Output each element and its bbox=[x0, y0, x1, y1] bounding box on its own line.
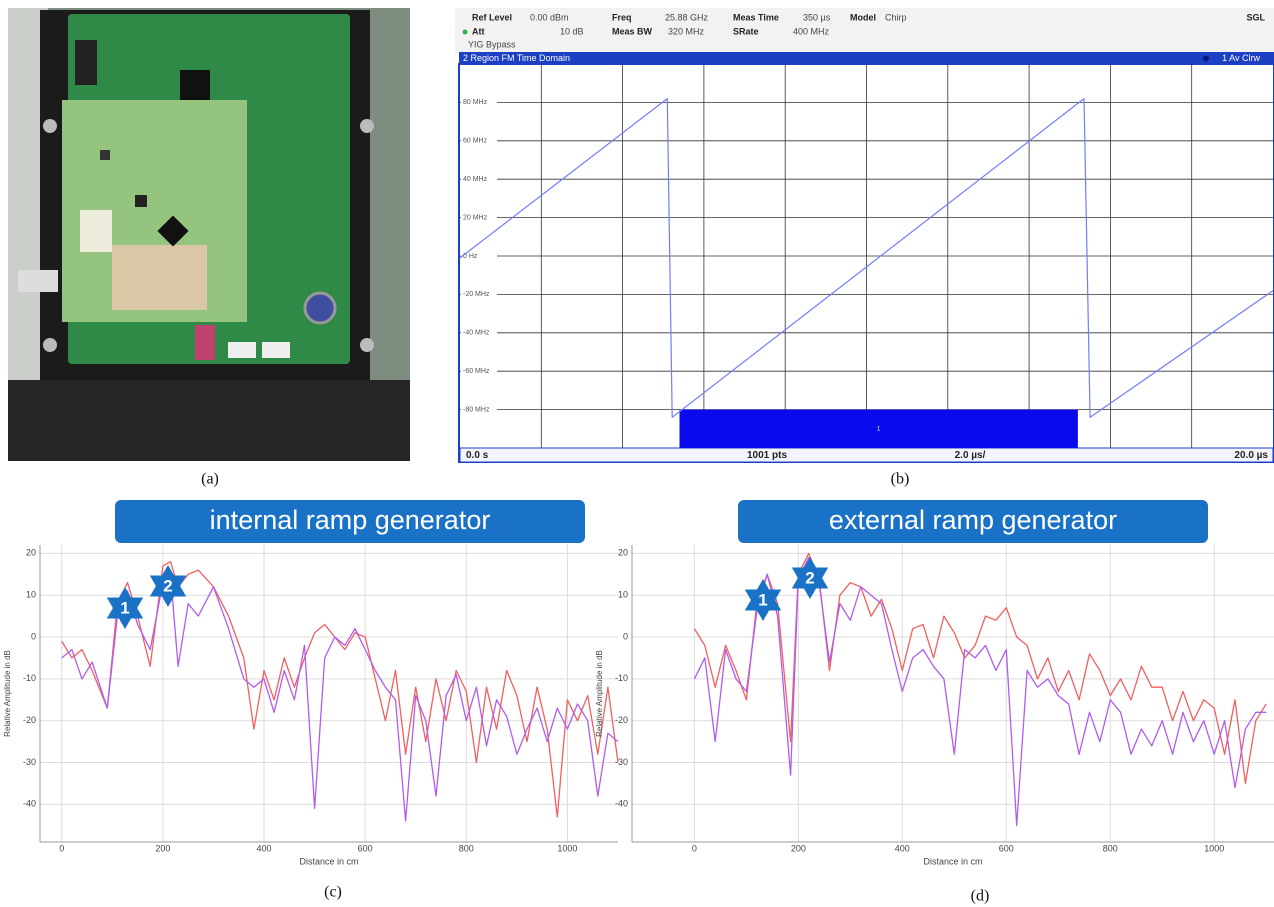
header-label: SRate bbox=[733, 26, 759, 36]
x-tick-label: 800 bbox=[459, 843, 474, 853]
header-mode: SGL bbox=[1246, 12, 1265, 22]
y-tick-label: -30 bbox=[23, 757, 36, 767]
y-tick-label: 10 bbox=[26, 590, 36, 600]
y-tick-label: 60 MHz bbox=[463, 138, 488, 145]
series-line bbox=[694, 553, 1266, 783]
y-tick-label: -60 MHz bbox=[463, 368, 490, 375]
x-tick-label: 200 bbox=[155, 843, 170, 853]
y-tick-label: 0 bbox=[623, 631, 628, 641]
chart-title: 2 Region FM Time Domain bbox=[463, 53, 570, 63]
header-label: Model bbox=[850, 12, 876, 22]
y-axis-label: Relative Amplitude in dB bbox=[595, 650, 604, 737]
y-tick-label: -20 bbox=[23, 715, 36, 725]
y-tick-label: 40 MHz bbox=[463, 176, 488, 183]
y-tick-label: 20 bbox=[26, 548, 36, 558]
header-label: Freq bbox=[612, 12, 632, 22]
marker-label: 2 bbox=[805, 568, 814, 587]
x-axis-label: Distance in cm bbox=[923, 856, 982, 866]
caption: (c) bbox=[324, 884, 342, 901]
y-tick-label: 20 bbox=[618, 548, 628, 558]
y-tick-label: -30 bbox=[615, 757, 628, 767]
y-tick-label: -20 bbox=[615, 715, 628, 725]
header-label: Meas BW bbox=[612, 26, 653, 36]
status-bar bbox=[460, 448, 1273, 462]
x-tick-label: 1000 bbox=[1204, 843, 1224, 853]
header-label: Ref Level bbox=[472, 12, 512, 22]
y-tick-label: 80 MHz bbox=[463, 99, 488, 106]
y-tick-label: -40 bbox=[23, 799, 36, 809]
x-tick-label: 800 bbox=[1103, 843, 1118, 853]
header-value: 320 MHz bbox=[668, 26, 705, 36]
figure: (a) Ref Level 0.00 dBm Freq 25.88 GHz Me… bbox=[0, 0, 1274, 907]
analyzer-header: Ref Level 0.00 dBm Freq 25.88 GHz Meas T… bbox=[455, 8, 1274, 54]
y-tick-label: -40 MHz bbox=[463, 330, 490, 337]
y-tick-label: 10 bbox=[618, 590, 628, 600]
trace-label: 1 Av Clrw bbox=[1222, 53, 1260, 63]
marker-label: 1 bbox=[120, 598, 129, 617]
x-axis-label: Distance in cm bbox=[299, 856, 358, 866]
x-tick-label: 0 bbox=[692, 843, 697, 853]
x-tick-label: 200 bbox=[791, 843, 806, 853]
marker-label: 2 bbox=[163, 576, 172, 595]
y-tick-label: -20 MHz bbox=[463, 291, 490, 298]
header-value: 25.88 GHz bbox=[665, 12, 709, 22]
marker-label: 1 bbox=[758, 590, 767, 609]
series-line bbox=[62, 562, 618, 817]
x-label: 1001 pts bbox=[747, 450, 787, 461]
x-tick-label: 600 bbox=[358, 843, 373, 853]
caption: (d) bbox=[971, 888, 990, 905]
header-label: Att bbox=[472, 26, 485, 36]
y-tick-label: 20 MHz bbox=[463, 214, 488, 221]
series-line bbox=[694, 558, 1266, 826]
title-bar bbox=[459, 52, 1274, 64]
x-tick-label: 400 bbox=[895, 843, 910, 853]
y-tick-label: -80 MHz bbox=[463, 406, 490, 413]
y-tick-label: 0 bbox=[31, 631, 36, 641]
x-label: 0.0 s bbox=[466, 450, 489, 461]
x-tick-label: 1000 bbox=[557, 843, 577, 853]
header-value: Chirp bbox=[885, 12, 907, 22]
y-tick-label: -10 bbox=[615, 673, 628, 683]
header-value: 10 dB bbox=[560, 26, 584, 36]
x-tick-label: 600 bbox=[999, 843, 1014, 853]
y-axis-label: Relative Amplitude in dB bbox=[3, 650, 12, 737]
x-label: 2.0 µs/ bbox=[955, 450, 986, 461]
x-tick-label: 0 bbox=[59, 843, 64, 853]
x-tick-label: 400 bbox=[257, 843, 272, 853]
caption: (a) bbox=[201, 471, 219, 488]
chart-title: internal ramp generator bbox=[210, 505, 491, 535]
header-value: 0.00 dBm bbox=[530, 12, 569, 22]
y-tick-label: -40 bbox=[615, 799, 628, 809]
photo bbox=[8, 8, 410, 461]
chart-title: external ramp generator bbox=[829, 505, 1117, 535]
header-value: YIG Bypass bbox=[468, 39, 516, 49]
y-tick-label: -10 bbox=[23, 673, 36, 683]
header-value: 400 MHz bbox=[793, 26, 830, 36]
caption: (b) bbox=[891, 471, 910, 488]
header-label: Meas Time bbox=[733, 12, 779, 22]
x-label: 20.0 µs bbox=[1234, 450, 1268, 461]
header-value: 350 µs bbox=[803, 12, 831, 22]
